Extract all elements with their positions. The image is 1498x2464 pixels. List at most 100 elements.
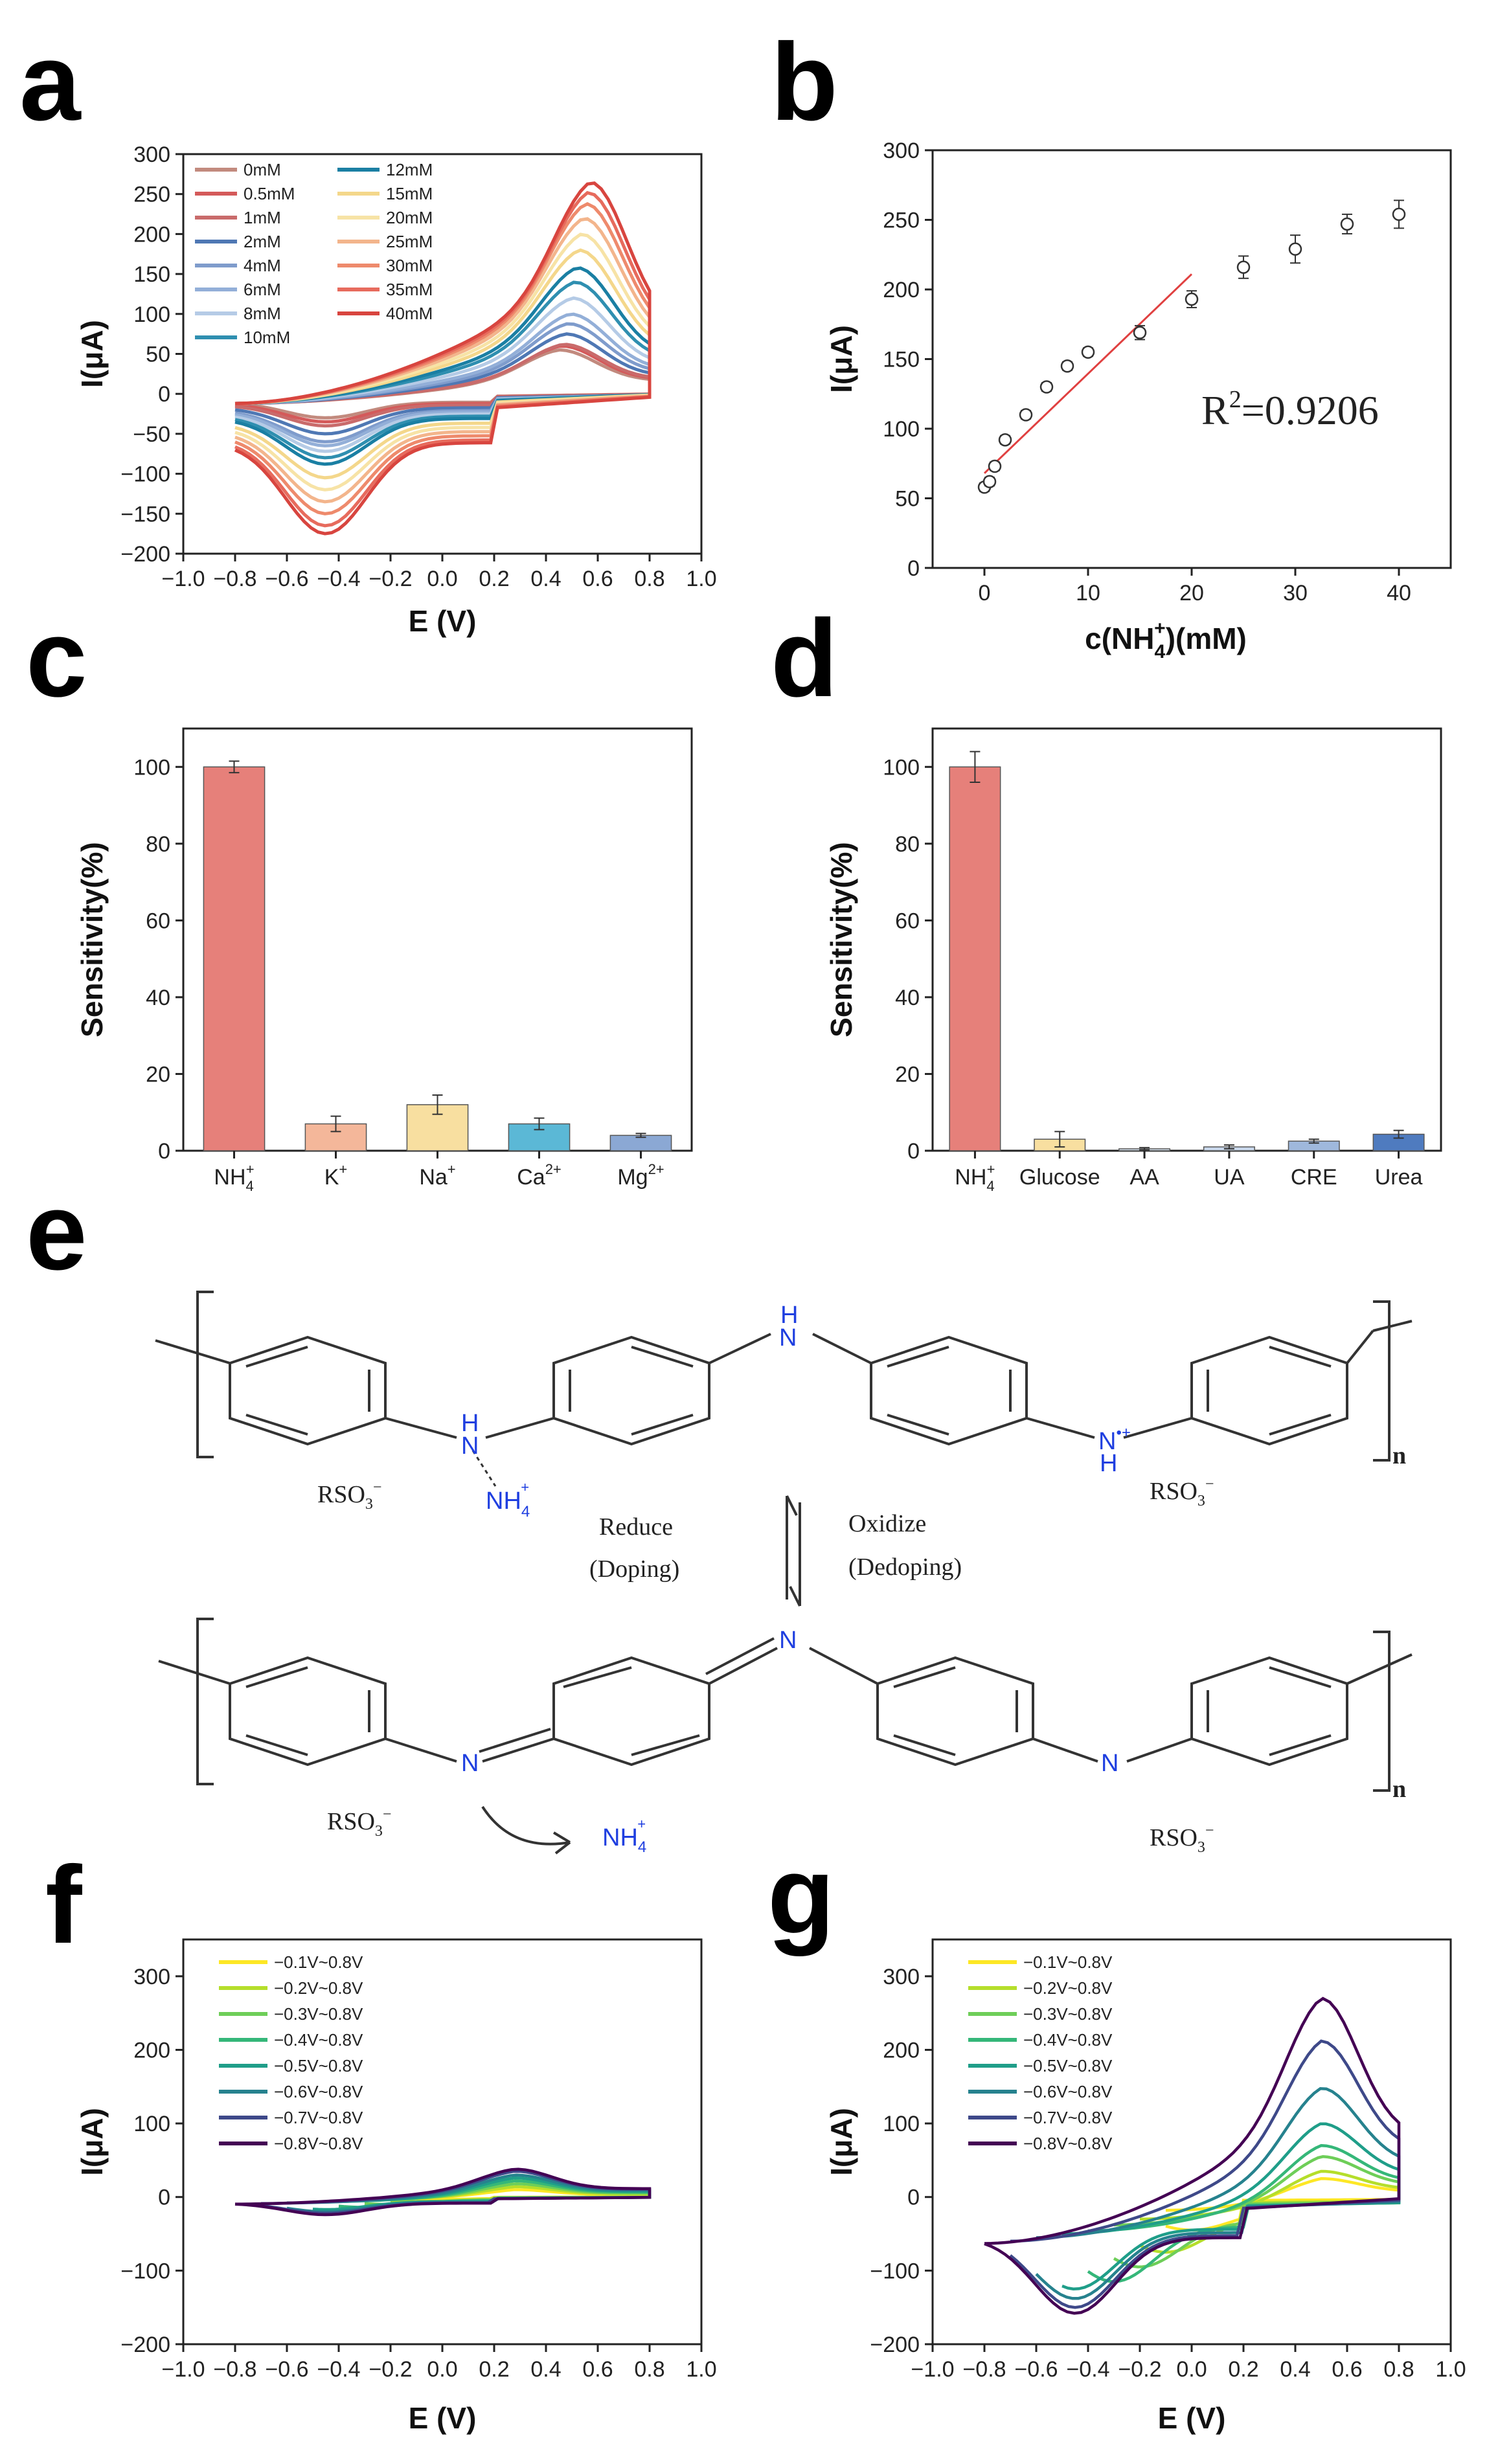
cv-curve-40mM	[234, 181, 652, 536]
y-tick-label: 100	[133, 302, 170, 327]
y-tick-label: 80	[146, 832, 170, 857]
bracket-right-top	[1373, 1300, 1390, 1462]
legend-label: −0.1V~0.8V	[274, 1952, 363, 1972]
x-tick-label: 0.2	[1228, 2357, 1258, 2382]
anion-top-left: RSO3−	[317, 1479, 381, 1513]
r-squared-annotation: R2=0.9206	[1201, 386, 1379, 433]
plot-frame	[931, 727, 1442, 1152]
legend-label: 30mM	[386, 256, 433, 275]
data-point	[1081, 345, 1095, 359]
data-point	[1288, 242, 1302, 256]
legend-label: 1mM	[244, 208, 281, 227]
label-sub: 4	[986, 1178, 994, 1194]
legend-label: −0.8V~0.8V	[274, 2134, 363, 2153]
label-sup: +	[246, 1161, 255, 1177]
y-tick-label: 300	[133, 1965, 170, 1989]
legend-label: 8mM	[244, 304, 281, 323]
legend-label: −0.1V~0.8V	[1023, 1952, 1113, 1972]
x-tick-label: −1.0	[161, 567, 205, 591]
x-axis-label: E (V)	[409, 604, 477, 638]
benzene-ring-1	[229, 1335, 387, 1446]
data-point	[1236, 260, 1251, 274]
x-tick-label: Urea	[1375, 1165, 1423, 1190]
label-sup: +	[987, 1161, 995, 1177]
y-tick-label: 150	[883, 348, 920, 372]
y-tick-label: −200	[870, 2333, 920, 2357]
nh-h-left: H	[461, 1410, 479, 1437]
label-sub: 4	[246, 1178, 254, 1194]
fit-line	[983, 273, 1193, 474]
benzene-ring-5	[229, 1656, 387, 1767]
x-label-sup: +	[1154, 618, 1166, 639]
y-tick-label: 100	[133, 2112, 170, 2136]
reduce-label: Reduce	[599, 1513, 673, 1541]
benzene-ring-2	[552, 1335, 710, 1446]
y-tick-label: 40	[146, 986, 170, 1010]
chart-b-calibration: 0 50 100 150 200 250 300 0 10 20 30 40 I(μA) c(NH4+)(…	[824, 139, 1452, 662]
nh-h-top: H	[780, 1302, 798, 1329]
panel-label-e: e	[26, 1170, 87, 1293]
legend-label: 10mM	[244, 328, 290, 347]
x-tick-label: −0.2	[369, 567, 412, 591]
x-tick-label: CRE	[1291, 1165, 1337, 1190]
x-tick-label: −0.4	[1066, 2357, 1109, 2382]
x-tick-label: 0.0	[427, 2357, 457, 2382]
legend-label: −0.6V~0.8V	[274, 2082, 363, 2101]
label-base: UA	[1214, 1165, 1245, 1190]
y-tick-label: 0	[907, 556, 920, 581]
data-point	[1392, 207, 1406, 221]
y-tick-label: 200	[883, 2038, 920, 2063]
bar-NH	[203, 766, 266, 1151]
cv-curve-7	[984, 1996, 1401, 2315]
x-tick-label: −0.6	[265, 2357, 308, 2382]
anion-bottom-left: RSO3−	[327, 1806, 391, 1840]
legend-label: 4mM	[244, 256, 281, 275]
label-sup: 2+	[545, 1161, 562, 1177]
repeat-n-top: n	[1392, 1442, 1406, 1469]
data-point	[988, 459, 1002, 473]
y-tick-label: 100	[133, 755, 170, 780]
release-arrow	[481, 1805, 571, 1846]
y-tick-label: 60	[146, 909, 170, 933]
oxidize-label: Oxidize	[848, 1510, 926, 1537]
y-axis-label: Sensitivity(%)	[75, 842, 109, 1037]
y-tick-label: 100	[883, 2112, 920, 2136]
y-tick-label: 20	[146, 1062, 170, 1087]
y-tick-label: 20	[895, 1062, 920, 1087]
y-tick-label: −150	[120, 502, 170, 526]
legend-label: −0.7V~0.8V	[1023, 2108, 1113, 2127]
benzene-ring-7	[1190, 1656, 1348, 1767]
x-tick-label: K+	[324, 1161, 348, 1190]
doping-label: (Doping)	[589, 1555, 679, 1583]
x-tick-label: −1.0	[161, 2357, 205, 2382]
quinoid-ring	[552, 1656, 710, 1767]
y-tick-label: 0	[158, 1139, 170, 1164]
y-tick-label: 0	[158, 382, 170, 407]
label-sup: +	[448, 1161, 456, 1177]
y-tick-label: 60	[895, 909, 920, 933]
data-point	[982, 475, 997, 488]
n-imine-right: N	[1101, 1750, 1118, 1777]
x-tick-label: 0.0	[427, 567, 457, 591]
dedoping-label: (Dedoping)	[848, 1554, 962, 1581]
label-sup: 2+	[648, 1161, 664, 1177]
data-point	[1039, 380, 1054, 394]
plot-frame	[931, 149, 1452, 569]
x-axis-label: E (V)	[1158, 2401, 1226, 2435]
x-tick-label: 0.4	[530, 2357, 561, 2382]
legend-label: −0.5V~0.8V	[1023, 2056, 1113, 2075]
y-axis-label: Sensitivity(%)	[824, 842, 858, 1037]
nh-n-plus-right: N•+	[1098, 1424, 1131, 1455]
y-axis-label: I(μA)	[75, 2108, 109, 2176]
y-tick-label: 250	[133, 183, 170, 207]
y-axis-label: I(μA)	[824, 2108, 858, 2176]
y-tick-label: 200	[883, 278, 920, 302]
x-axis-label: E (V)	[409, 2401, 477, 2435]
y-tick-label: 40	[895, 986, 920, 1010]
label-base: CRE	[1291, 1165, 1337, 1190]
y-tick-label: −100	[120, 2259, 170, 2283]
legend-label: −0.2V~0.8V	[274, 1978, 363, 1998]
x-tick-label: −0.6	[265, 567, 308, 591]
